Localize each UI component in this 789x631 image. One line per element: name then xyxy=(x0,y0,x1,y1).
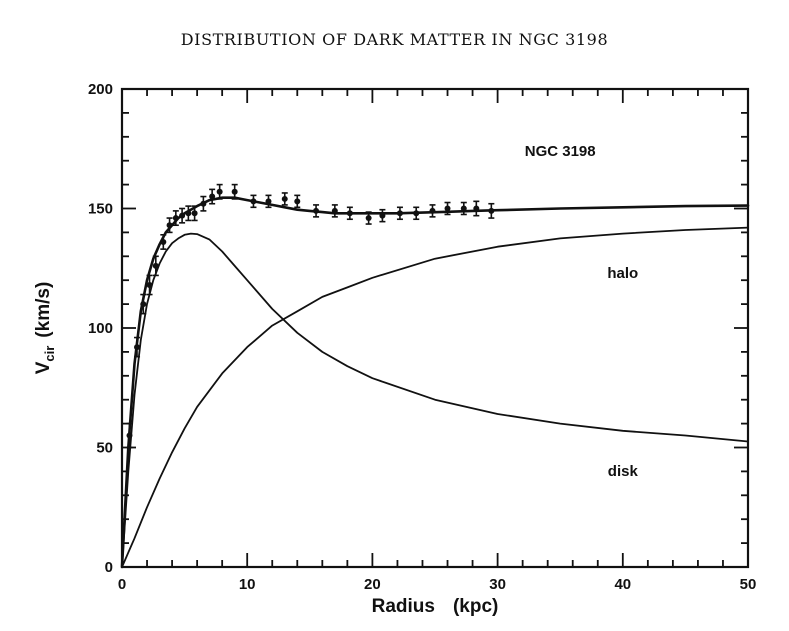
observed-point xyxy=(346,206,353,221)
data-point xyxy=(172,215,179,222)
data-point xyxy=(146,281,153,288)
data-point xyxy=(413,210,420,217)
y-tick-label: 50 xyxy=(96,440,113,457)
observed-point xyxy=(231,183,238,200)
total-curve xyxy=(120,196,750,569)
y-axis-label-unit: (km/s) xyxy=(33,282,54,338)
data-point xyxy=(216,188,223,195)
data-point xyxy=(160,238,167,245)
y-tick-label: 100 xyxy=(88,320,113,337)
data-point xyxy=(460,205,467,212)
plot-frame xyxy=(120,87,750,569)
observed-point xyxy=(216,183,223,200)
x-axis-label-unit: (kpc) xyxy=(453,596,498,617)
observed-point xyxy=(172,210,179,227)
observed-point xyxy=(209,188,216,205)
observed-point xyxy=(265,194,272,209)
data-point xyxy=(265,198,272,205)
x-tick-label: 30 xyxy=(489,576,506,593)
data-point xyxy=(126,432,133,439)
data-point xyxy=(313,207,320,214)
observed-point xyxy=(146,274,153,296)
observed-point xyxy=(294,194,301,209)
observed-point xyxy=(281,192,288,206)
x-tick-label: 10 xyxy=(239,576,256,593)
annotations: NGC 3198 halo disk xyxy=(525,143,639,480)
observed-point xyxy=(200,195,207,212)
axis-ticks xyxy=(121,88,749,568)
y-tick-label: 200 xyxy=(88,81,113,98)
data-point xyxy=(281,195,288,202)
observed-point xyxy=(126,422,133,449)
data-point xyxy=(473,205,480,212)
observed-point xyxy=(185,205,192,222)
model-curves xyxy=(120,196,750,569)
data-point xyxy=(379,212,386,219)
data-point xyxy=(294,198,301,205)
data-point xyxy=(179,212,186,219)
chart-title: DISTRIBUTION OF DARK MATTER IN NGC 3198 xyxy=(180,30,609,49)
data-point xyxy=(200,200,207,207)
data-point xyxy=(185,210,192,217)
data-point xyxy=(231,188,238,195)
data-point xyxy=(488,207,495,214)
data-point xyxy=(346,210,353,217)
annotation-disk: disk xyxy=(608,463,639,480)
x-tick-label: 0 xyxy=(118,576,126,593)
data-point xyxy=(140,301,147,308)
data-point xyxy=(444,205,451,212)
observed-points xyxy=(126,183,495,449)
observed-point xyxy=(473,200,480,217)
observed-point xyxy=(191,205,198,222)
data-point xyxy=(396,210,403,217)
observed-point xyxy=(250,194,257,209)
observed-point xyxy=(140,293,147,315)
y-axis-label-main: V xyxy=(33,361,54,374)
x-tick-label: 50 xyxy=(740,576,757,593)
observed-point xyxy=(429,204,436,218)
x-axis-label-text: Radius xyxy=(372,596,435,617)
observed-point xyxy=(413,206,420,221)
disk-curve xyxy=(121,232,749,568)
data-point xyxy=(152,262,159,269)
data-point xyxy=(209,193,216,200)
observed-point xyxy=(460,201,467,216)
observed-point xyxy=(365,211,372,225)
annotation-halo: halo xyxy=(607,265,638,282)
data-point xyxy=(166,222,173,229)
observed-point xyxy=(166,217,173,234)
data-point xyxy=(250,198,257,205)
observed-point xyxy=(134,336,141,358)
observed-point xyxy=(331,204,338,218)
x-tick-label: 40 xyxy=(614,576,631,593)
data-point xyxy=(191,210,198,217)
tick-labels: 0 10 20 30 40 50 0 50 100 150 200 xyxy=(88,81,756,593)
y-tick-label: 0 xyxy=(105,559,113,576)
data-point xyxy=(134,344,141,351)
data-point xyxy=(365,215,372,222)
observed-point xyxy=(444,201,451,216)
observed-point xyxy=(379,208,386,223)
halo-curve xyxy=(121,226,749,568)
observed-point xyxy=(160,233,167,250)
observed-point xyxy=(396,206,403,221)
observed-point xyxy=(152,255,159,277)
y-axis-label-subscript: cir xyxy=(42,346,57,362)
data-point xyxy=(331,207,338,214)
data-point xyxy=(429,207,436,214)
annotation-ngc-3198: NGC 3198 xyxy=(525,143,596,160)
observed-point xyxy=(313,204,320,218)
x-axis-label: Radius (kpc) xyxy=(372,596,499,617)
observed-point xyxy=(488,202,495,219)
y-tick-label: 150 xyxy=(88,201,113,218)
x-tick-label: 20 xyxy=(364,576,381,593)
y-axis-label: Vcir (km/s) xyxy=(33,282,57,375)
observed-point xyxy=(179,207,186,224)
